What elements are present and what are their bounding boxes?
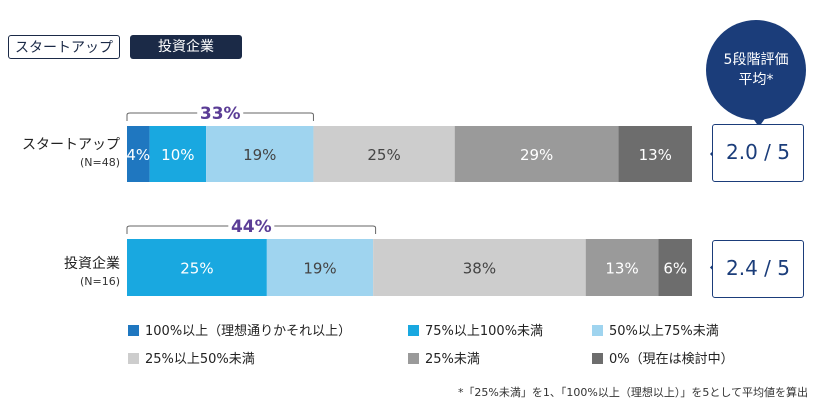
data-label: 25% xyxy=(180,260,213,278)
bubble-line2: 平均* xyxy=(738,72,774,88)
bracket-gap xyxy=(197,109,244,117)
legend-label: 50%以上75%未満 xyxy=(609,324,719,339)
bar-segment xyxy=(266,239,374,296)
data-label: 29% xyxy=(520,146,553,164)
data-label: 19% xyxy=(243,146,276,164)
data-label: 25% xyxy=(367,146,400,164)
bracket-label: 44% xyxy=(231,217,272,237)
legend-label: 100%以上（理想通りかそれ以上） xyxy=(145,324,352,339)
data-label: 38% xyxy=(463,260,496,278)
legend-swatch xyxy=(592,325,603,336)
bar-segment xyxy=(454,126,619,182)
legend-swatch xyxy=(592,353,603,364)
legend-swatch xyxy=(128,325,139,336)
legend-item: 100%以上（理想通りかそれ以上） xyxy=(128,320,351,339)
legend-swatch xyxy=(408,353,419,364)
stacked-bar-chart: 4% 10% 19% 25% 29% 13% 33% 25% 19% 38% 13% 6% 44% xyxy=(126,104,718,296)
legend-swatch xyxy=(408,325,419,336)
data-label: 6% xyxy=(663,260,687,278)
bracket-gap xyxy=(228,222,275,230)
bracket-label: 33% xyxy=(200,104,241,124)
legend-item: 0%（現在は検討中） xyxy=(592,348,734,367)
average-bubble: 5段階評価 平均* xyxy=(706,20,806,127)
data-label: 10% xyxy=(161,146,194,164)
bar-segment xyxy=(585,239,659,296)
bar-segment xyxy=(149,126,207,182)
legend-label: 0%（現在は検討中） xyxy=(609,352,734,367)
legend-item: 25%未満 xyxy=(408,348,480,367)
legend-item: 75%以上100%未満 xyxy=(408,320,543,339)
data-label: 13% xyxy=(639,146,672,164)
data-label: 19% xyxy=(303,260,336,278)
legend-item: 50%以上75%未満 xyxy=(592,320,719,339)
bar-segment xyxy=(127,239,267,296)
legend-item: 25%以上50%未満 xyxy=(128,348,255,367)
average-score-startup: 2.0 / 5 xyxy=(712,124,804,182)
row-n: (N=16) xyxy=(79,275,120,288)
row-name: 投資企業 xyxy=(64,256,120,272)
bar-segment xyxy=(373,239,586,296)
bar-segment xyxy=(127,126,150,182)
row-n: (N=48) xyxy=(79,156,120,169)
row-name: スタートアップ xyxy=(22,137,120,153)
bubble-line1: 5段階評価 xyxy=(723,52,789,68)
bar-segment xyxy=(206,126,314,182)
average-score-investor: 2.4 / 5 xyxy=(712,240,804,298)
bar-segment xyxy=(618,126,692,182)
row-label-investor: 投資企業 (N=16) xyxy=(64,253,120,288)
data-label: 13% xyxy=(605,260,638,278)
footnote: *「25%未満」を1、「100%以上（理想以上）」を5として平均値を算出 xyxy=(457,386,808,399)
bar-segment xyxy=(313,126,455,182)
data-label: 4% xyxy=(126,146,150,164)
bar-segment xyxy=(658,239,692,296)
legend-label: 75%以上100%未満 xyxy=(425,324,544,339)
legend-label: 25%以上50%未満 xyxy=(145,352,255,367)
legend-label: 25%未満 xyxy=(425,352,480,367)
tab-startup[interactable]: スタートアップ xyxy=(8,35,120,59)
legend-swatch xyxy=(128,353,139,364)
row-label-startup: スタートアップ (N=48) xyxy=(22,134,120,169)
tab-investor[interactable]: 投資企業 xyxy=(130,35,242,59)
